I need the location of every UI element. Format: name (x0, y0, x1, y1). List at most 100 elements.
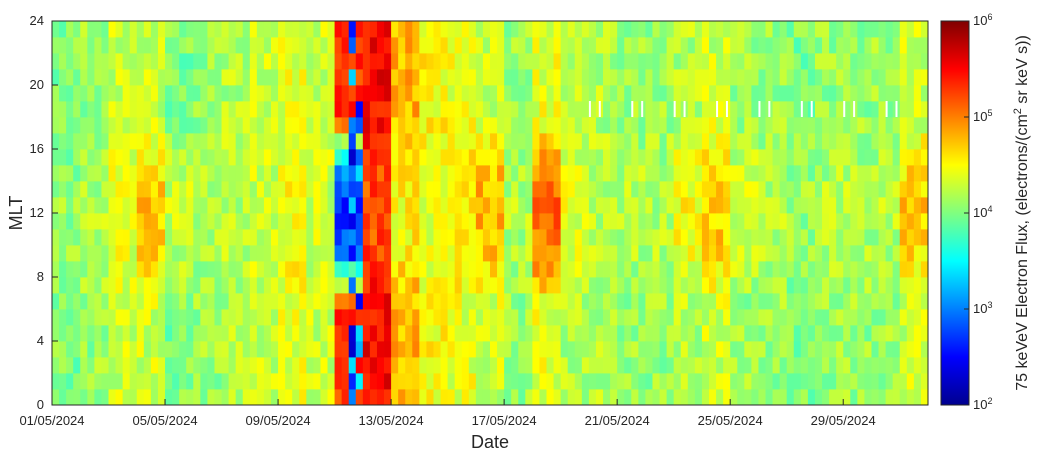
heatmap-cell (560, 357, 569, 374)
heatmap-cell (793, 165, 802, 182)
heatmap-cell (581, 117, 590, 134)
heatmap-cell (892, 389, 901, 406)
heatmap-cell (829, 325, 837, 342)
heatmap-cell (765, 245, 773, 262)
heatmap-cell (426, 341, 434, 358)
heatmap-cell (362, 101, 371, 118)
heatmap-cell (659, 325, 668, 342)
heatmap-cell (66, 21, 74, 38)
heatmap-cell (518, 309, 526, 326)
heatmap-cell (73, 149, 81, 166)
heatmap-cell (631, 133, 639, 150)
heatmap-cell (412, 21, 420, 38)
heatmap-cell (595, 149, 604, 166)
heatmap-cell (829, 117, 837, 134)
heatmap-cell (694, 101, 703, 118)
heatmap-cell (468, 53, 477, 70)
heatmap-cell (638, 149, 646, 166)
heatmap-cell (59, 69, 67, 86)
heatmap-cell (595, 229, 604, 246)
heatmap-cell (532, 293, 540, 310)
heatmap-cell (490, 325, 498, 342)
heatmap-cell (398, 37, 406, 54)
heatmap-cell (687, 293, 696, 310)
heatmap-cell (581, 85, 590, 102)
heatmap-cell (836, 181, 844, 198)
heatmap-cell (157, 277, 166, 294)
heatmap-cell (518, 101, 526, 118)
heatmap-cell (355, 293, 364, 310)
heatmap-cell (362, 165, 371, 182)
heatmap-cell (871, 245, 879, 262)
heatmap-cell (567, 21, 576, 38)
heatmap-cell (645, 149, 653, 166)
heatmap-cell (376, 261, 385, 278)
heatmap-cell (518, 149, 526, 166)
heatmap-cell (836, 133, 844, 150)
heatmap-cell (320, 37, 328, 54)
heatmap-cell (687, 213, 696, 230)
heatmap-cell (864, 85, 872, 102)
heatmap-cell (334, 245, 343, 262)
heatmap-cell (150, 357, 159, 374)
heatmap-cell (115, 213, 124, 230)
heatmap-cell (172, 165, 180, 182)
heatmap-cell (581, 133, 590, 150)
heatmap-cell (638, 21, 646, 38)
heatmap-cell (384, 261, 392, 278)
heatmap-cell (299, 341, 307, 358)
heatmap-cell (751, 197, 759, 214)
heatmap-cell (165, 293, 173, 310)
heatmap-cell (850, 213, 858, 230)
heatmap-cell (892, 213, 901, 230)
heatmap-cell (829, 69, 837, 86)
heatmap-cell (292, 21, 300, 38)
heatmap-cell (334, 117, 343, 134)
heatmap-cell (278, 149, 286, 166)
heatmap-cell (122, 245, 131, 262)
heatmap-cell (412, 341, 420, 358)
heatmap-cell (532, 245, 540, 262)
heatmap-cell (52, 85, 60, 102)
heatmap-cell (595, 389, 604, 406)
heatmap-cell (822, 229, 830, 246)
heatmap-cell (694, 293, 703, 310)
heatmap-cell (165, 85, 173, 102)
heatmap-cell (369, 181, 378, 198)
heatmap-cell (716, 277, 724, 294)
heatmap-cell (920, 181, 929, 198)
heatmap-cell (588, 165, 597, 182)
heatmap-cell (384, 53, 392, 70)
heatmap-cell (645, 37, 653, 54)
heatmap-cell (581, 357, 590, 374)
heatmap-cell (737, 21, 745, 38)
heatmap-cell (207, 53, 215, 70)
heatmap-cell (80, 69, 88, 86)
heatmap-cell (405, 117, 413, 134)
heatmap-cell (108, 341, 116, 358)
heatmap-cell (52, 245, 60, 262)
heatmap-cell (786, 373, 795, 390)
heatmap-cell (278, 341, 286, 358)
heatmap-cell (475, 101, 484, 118)
heatmap-cell (709, 101, 717, 118)
heatmap-cell (694, 117, 703, 134)
heatmap-cell (475, 325, 484, 342)
heatmap-cell (143, 117, 152, 134)
heatmap-cell (405, 85, 413, 102)
heatmap-cell (419, 325, 427, 342)
heatmap-cell (758, 165, 766, 182)
heatmap-cell (871, 389, 879, 406)
heatmap-cell (461, 21, 470, 38)
heatmap-cell (525, 181, 533, 198)
heatmap-cell (475, 85, 484, 102)
heatmap-cell (581, 277, 590, 294)
heatmap-cell (228, 341, 237, 358)
heatmap-cell (843, 341, 851, 358)
heatmap-cell (334, 341, 343, 358)
heatmap-cell (716, 325, 724, 342)
heatmap-cell (624, 373, 632, 390)
heatmap-cell (193, 21, 201, 38)
heatmap-cell (398, 101, 406, 118)
heatmap-cell (913, 101, 922, 118)
